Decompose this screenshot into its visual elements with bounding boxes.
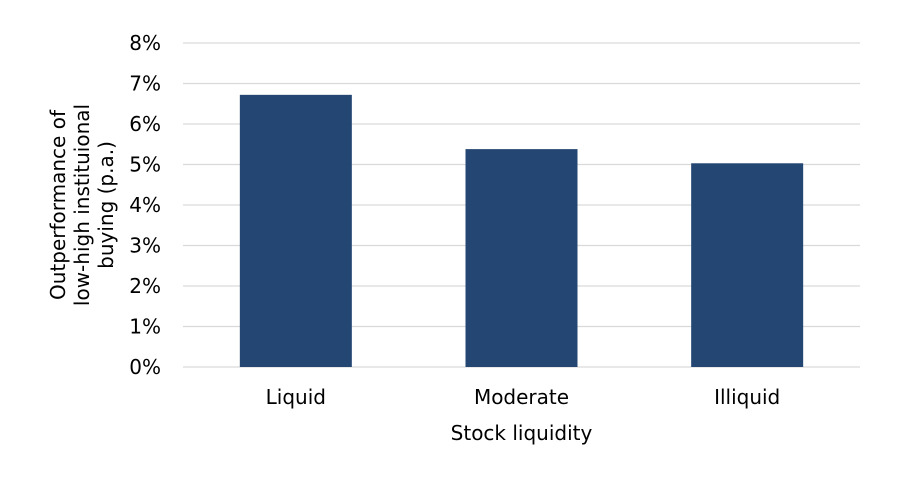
x-tick-label-liquid: Liquid [266, 385, 326, 409]
y-axis-title-line-1: Outperformance of [46, 109, 70, 300]
y-axis-title: Outperformance of low-high instituional … [46, 104, 118, 306]
y-tick-label: 8% [129, 31, 161, 55]
y-tick-label: 6% [129, 112, 161, 136]
y-tick-label: 2% [129, 274, 161, 298]
y-tick-label: 7% [129, 72, 161, 96]
y-tick-label: 0% [129, 355, 161, 379]
y-axis-title-line-2: low-high instituional [70, 104, 94, 306]
y-tick-label: 4% [129, 193, 161, 217]
bar-moderate [465, 149, 578, 367]
y-tick-labels: 0% 1% 2% 3% 4% 5% 6% 7% 8% [129, 31, 161, 379]
x-tick-label-illiquid: Illiquid [714, 385, 780, 409]
x-tick-label-moderate: Moderate [474, 385, 569, 409]
x-axis-title: Stock liquidity [451, 421, 593, 445]
y-tick-label: 3% [129, 234, 161, 258]
y-tick-label: 1% [129, 315, 161, 339]
bar-liquid [239, 94, 352, 367]
bars [239, 94, 804, 367]
y-tick-label: 5% [129, 153, 161, 177]
x-tick-labels: Liquid Moderate Illiquid [266, 385, 781, 409]
bar-illiquid [691, 163, 804, 367]
y-axis-title-line-3: buying (p.a.) [94, 141, 118, 269]
